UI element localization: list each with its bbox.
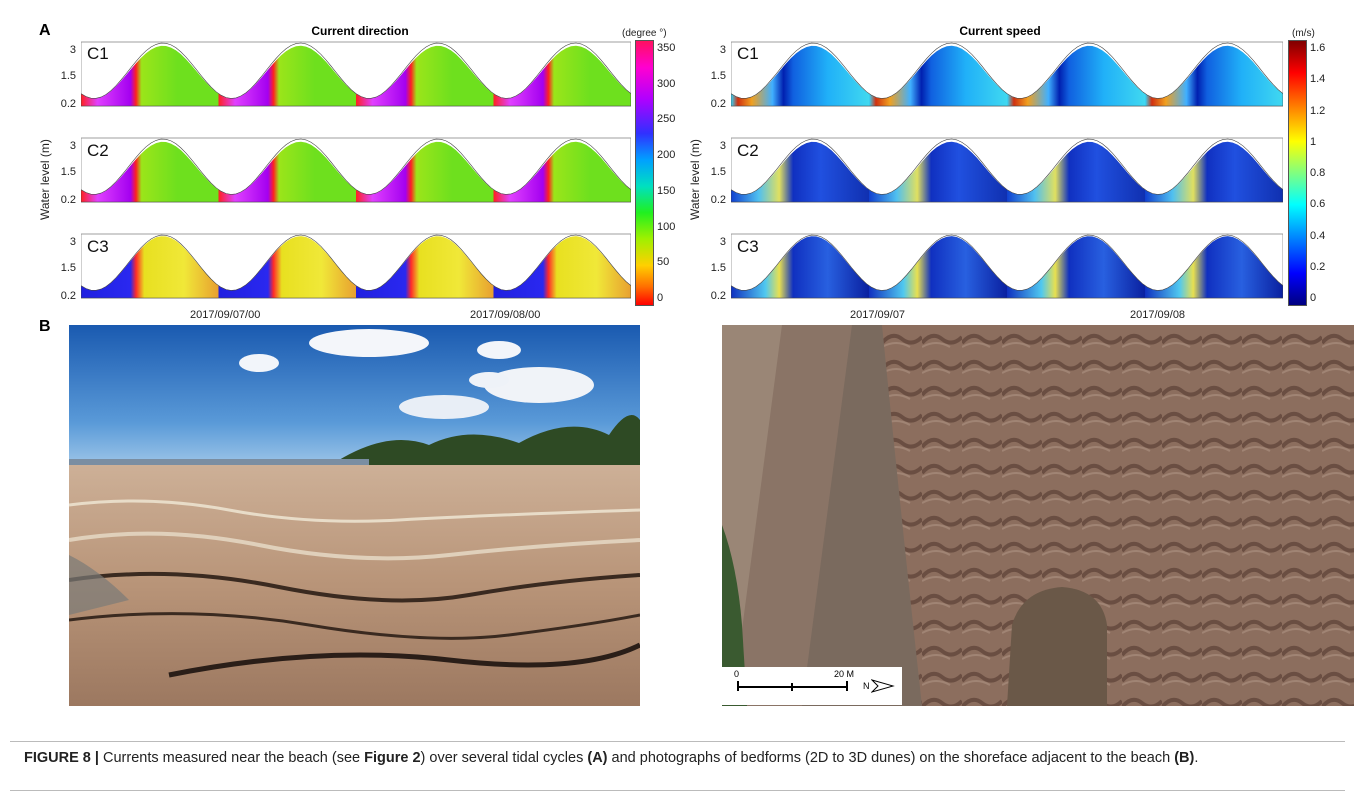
left-colorbar-tick: 0: [657, 292, 664, 304]
left-ytick: 1.5: [60, 262, 76, 274]
aerial-photo: [722, 325, 1354, 706]
left-direction-plots: [81, 38, 631, 308]
right-row-label-c1: C1: [737, 44, 759, 63]
left-colorbar-tick: 250: [657, 113, 676, 126]
beach-photo: [69, 325, 640, 706]
beach-photo-image: [69, 325, 640, 706]
figure-caption: FIGURE 8 | Currents measured near the be…: [24, 748, 1324, 768]
right-colorbar-tick: 1.2: [1310, 104, 1326, 117]
right-date-1: 2017/09/07: [850, 309, 906, 321]
caption-text-2: ) over several tidal cycles: [420, 750, 588, 766]
left-date-2: 2017/09/08/00: [470, 309, 541, 321]
right-ylabel: Water level (m): [688, 139, 702, 220]
right-colorbar-tick: 0.4: [1310, 229, 1326, 242]
left-ytick: 1.5: [60, 70, 76, 82]
right-colorbar-tick: 1.6: [1310, 42, 1326, 54]
right-colorbar-tick: 0.2: [1310, 260, 1326, 273]
caption-text-3: and photographs of bedforms (2D to 3D du…: [607, 750, 1175, 766]
left-colorbar: [635, 40, 654, 306]
right-colorbar-tick: 1.4: [1310, 73, 1326, 86]
dir-c1-tide-outline: [81, 42, 631, 107]
right-ytick: 1.5: [710, 262, 726, 274]
panel-a-letter: A: [39, 22, 51, 39]
north-label: N: [863, 681, 870, 691]
left-ytick: 3: [69, 236, 76, 248]
left-plot-title: Current direction: [311, 24, 409, 38]
left-ytick: 3: [69, 44, 76, 56]
right-ytick: 0.2: [710, 290, 726, 302]
dir-c3-tide-outline: [81, 234, 631, 299]
spd-c1-tide-outline: [731, 42, 1283, 107]
left-row-label-c3: C3: [87, 237, 109, 256]
right-ytick: 1.5: [710, 166, 726, 178]
left-ytick: 0.2: [60, 290, 76, 302]
right-speed-plots: [731, 38, 1283, 308]
right-plot-title: Current speed: [959, 24, 1041, 38]
left-colorbar-tick: 100: [657, 220, 676, 233]
right-ytick: 3: [719, 236, 726, 248]
speed-heatmap: [731, 41, 1283, 299]
left-colorbar-tick: 150: [657, 184, 676, 197]
panel-b-letter: B: [39, 318, 51, 335]
right-colorbar-tick: 0.8: [1310, 167, 1326, 179]
right-row-label-c2: C2: [737, 141, 759, 160]
right-ytick: 3: [719, 44, 726, 56]
caption-text-1: Currents measured near the beach (see: [98, 750, 365, 766]
left-colorbar-tick: 200: [657, 149, 676, 162]
left-colorbar-tick: 50: [657, 256, 670, 269]
caption-box: FIGURE 8 | Currents measured near the be…: [10, 741, 1345, 791]
left-ylabel: Water level (m): [38, 139, 52, 220]
left-ytick: 0.2: [60, 194, 76, 206]
right-colorbar: [1288, 40, 1307, 306]
caption-fig-ref: Figure 2: [364, 750, 421, 766]
left-date-1: 2017/09/07/00: [190, 309, 261, 321]
left-row-label-c1: C1: [87, 44, 109, 63]
left-ytick: 0.2: [60, 98, 76, 110]
scale-start-label: 0: [734, 669, 740, 679]
right-ytick: 0.2: [710, 98, 726, 110]
left-colorbar-unit: (degree °): [622, 28, 667, 39]
left-colorbar-tick: 350: [657, 42, 676, 54]
north-arrow-icon: [871, 679, 895, 693]
right-ytick: 1.5: [710, 70, 726, 82]
right-colorbar-unit: (m/s): [1292, 28, 1315, 39]
left-ytick: 3: [69, 140, 76, 152]
right-colorbar-tick: 0: [1310, 292, 1317, 304]
right-date-2: 2017/09/08: [1130, 309, 1186, 321]
left-row-label-c2: C2: [87, 141, 109, 160]
spd-c3-tide-outline: [731, 234, 1283, 299]
aerial-photo-image: [722, 325, 1354, 706]
scale-end-label: 20 M: [834, 669, 855, 679]
right-colorbar-tick: 0.6: [1310, 198, 1326, 211]
caption-text-4: .: [1194, 750, 1199, 766]
right-colorbar-tick: 1: [1310, 135, 1317, 148]
right-row-label-c3: C3: [737, 237, 759, 256]
right-ytick: 3: [719, 140, 726, 152]
left-colorbar-tick: 300: [657, 77, 676, 90]
caption-label: FIGURE 8 |: [24, 750, 99, 766]
left-ytick: 1.5: [60, 166, 76, 178]
right-ytick: 0.2: [710, 194, 726, 206]
caption-ref-b: (B): [1174, 750, 1195, 766]
caption-ref-a: (A): [587, 750, 608, 766]
dir-c2-tide-outline: [81, 138, 631, 203]
direction-heatmap: [81, 41, 631, 299]
spd-c2-tide-outline: [731, 138, 1283, 203]
